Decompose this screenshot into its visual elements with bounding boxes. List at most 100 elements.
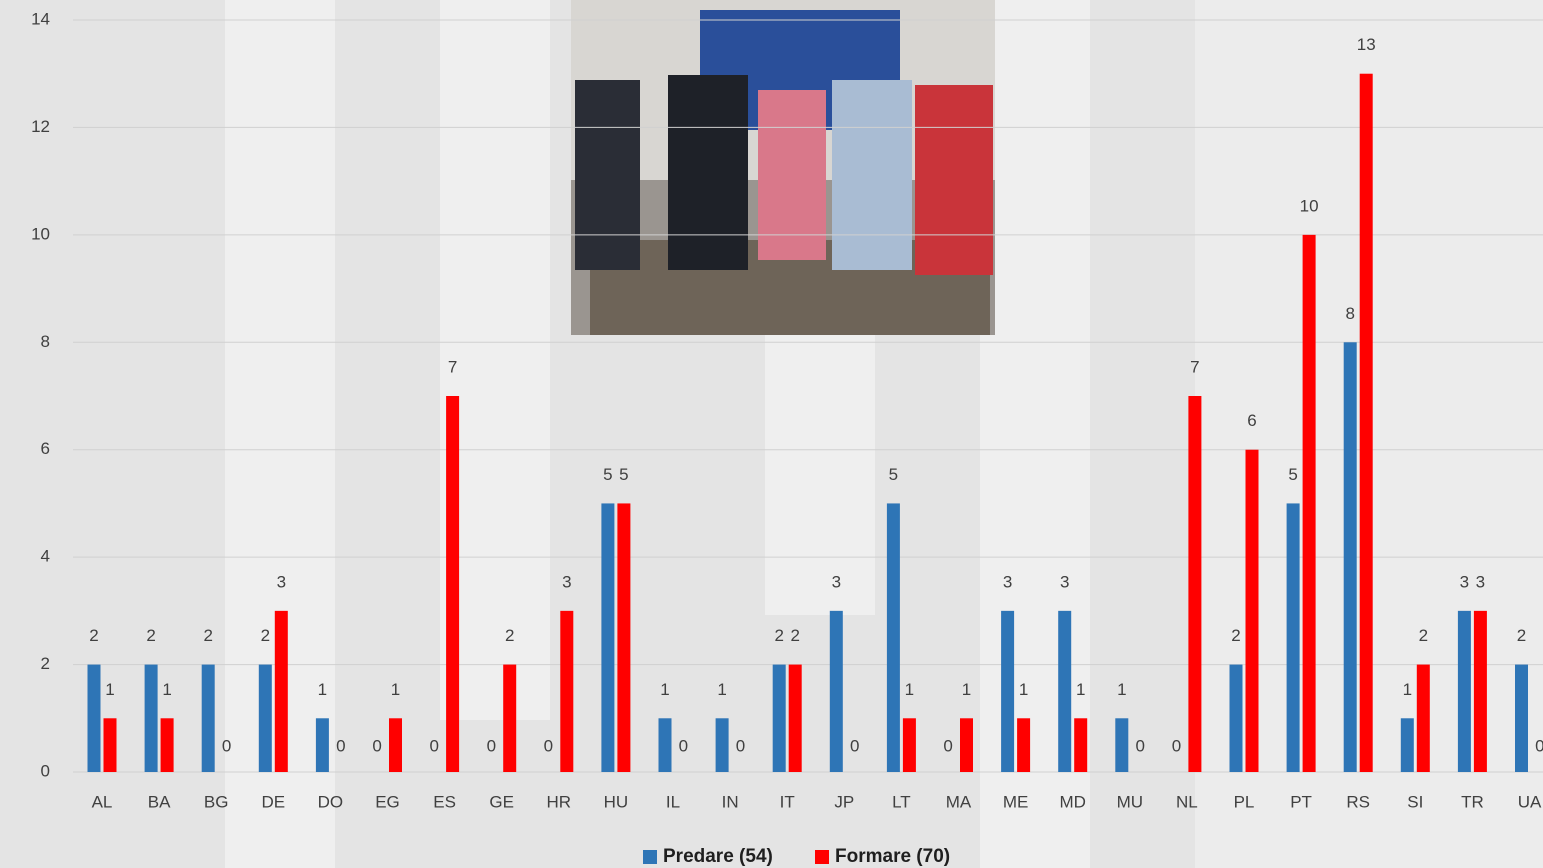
legend-swatch: [643, 850, 657, 864]
photo: [571, 0, 995, 335]
bar: [601, 503, 615, 772]
bar: [960, 718, 973, 772]
value-label: 0: [222, 736, 231, 755]
x-tick-label: MD: [1059, 792, 1085, 811]
bar: [902, 718, 916, 772]
bar: [103, 718, 117, 772]
value-label: 1: [105, 680, 114, 699]
value-label: 1: [318, 680, 327, 699]
value-label: 7: [448, 357, 457, 376]
value-label: 1: [391, 680, 400, 699]
y-tick-label: 8: [41, 332, 50, 351]
x-tick-label: RS: [1346, 792, 1370, 811]
x-tick-label: PT: [1290, 792, 1312, 811]
value-label: 2: [774, 626, 783, 645]
bar: [1286, 503, 1300, 772]
value-label: 2: [203, 626, 212, 645]
x-tick-label: HR: [547, 792, 572, 811]
value-label: 0: [487, 736, 496, 755]
bar: [1359, 73, 1373, 772]
value-label: 7: [1190, 357, 1199, 376]
value-label: 6: [1247, 411, 1256, 430]
value-label: 1: [962, 680, 971, 699]
bar: [144, 664, 158, 772]
bar: [617, 503, 631, 772]
bar: [715, 718, 729, 772]
value-label: 3: [1476, 572, 1485, 591]
bar: [160, 718, 174, 772]
x-tick-label: IT: [780, 792, 795, 811]
y-tick-label: 10: [31, 224, 50, 243]
x-tick-label: IN: [722, 792, 739, 811]
value-label: 0: [1172, 736, 1181, 755]
value-label: 0: [544, 736, 553, 755]
legend: Predare (54) Formare (70): [643, 846, 950, 867]
value-label: 0: [850, 736, 859, 755]
y-tick-label: 6: [41, 439, 50, 458]
bar: [788, 664, 802, 772]
y-tick-label: 4: [41, 547, 50, 566]
y-tick-label: 12: [31, 117, 50, 136]
value-label: 3: [1060, 572, 1069, 591]
bar: [315, 718, 329, 772]
x-tick-label: EG: [375, 792, 400, 811]
bar: [886, 503, 900, 772]
bar: [1001, 610, 1015, 772]
x-tick-label: TR: [1461, 792, 1484, 811]
value-label: 2: [1419, 626, 1428, 645]
x-tick-label: UA: [1518, 792, 1542, 811]
bar: [1343, 342, 1357, 772]
value-label: 1: [1403, 680, 1412, 699]
value-label: 2: [505, 626, 514, 645]
value-label: 0: [336, 736, 345, 755]
x-tick-label: NL: [1176, 792, 1198, 811]
bar: [772, 664, 786, 772]
value-label: 5: [1288, 465, 1297, 484]
x-tick-label: MU: [1117, 792, 1143, 811]
value-label: 2: [146, 626, 155, 645]
value-label: 0: [1535, 736, 1543, 755]
value-label: 1: [1019, 680, 1028, 699]
bar: [1473, 610, 1487, 772]
value-label: 0: [679, 736, 688, 755]
value-label: 0: [1135, 736, 1144, 755]
value-label: 2: [1231, 626, 1240, 645]
bar: [1229, 664, 1243, 772]
value-label: 0: [943, 736, 952, 755]
x-tick-label: GE: [489, 792, 514, 811]
watermark: [980, 0, 1090, 868]
bar: [1017, 718, 1031, 772]
x-tick-label: JP: [834, 792, 854, 811]
x-tick-label: MA: [946, 792, 972, 811]
x-tick-label: AL: [92, 792, 113, 811]
x-tick-label: HU: [604, 792, 629, 811]
value-label: 1: [717, 680, 726, 699]
value-label: 1: [162, 680, 171, 699]
bar: [446, 396, 460, 772]
x-tick-label: LT: [892, 792, 911, 811]
value-label: 1: [1117, 680, 1126, 699]
value-label: 1: [1076, 680, 1085, 699]
bar: [1245, 449, 1259, 772]
bar: [1515, 664, 1528, 772]
value-label: 3: [277, 572, 286, 591]
y-tick-label: 2: [41, 654, 50, 673]
x-tick-label: PL: [1234, 792, 1255, 811]
x-tick-label: BA: [148, 792, 171, 811]
bar: [87, 664, 101, 772]
value-label: 3: [562, 572, 571, 591]
value-label: 3: [832, 572, 841, 591]
bar: [1416, 664, 1430, 772]
x-tick-label: IL: [666, 792, 680, 811]
bar: [1058, 610, 1072, 772]
value-label: 3: [1003, 572, 1012, 591]
legend-swatch: [815, 850, 829, 864]
x-tick-label: ES: [433, 792, 456, 811]
value-label: 2: [1517, 626, 1526, 645]
value-label: 1: [905, 680, 914, 699]
value-label: 13: [1357, 35, 1376, 54]
bar: [503, 664, 517, 772]
bar: [1400, 718, 1414, 772]
x-tick-label: DO: [318, 792, 344, 811]
bar: [274, 610, 288, 772]
